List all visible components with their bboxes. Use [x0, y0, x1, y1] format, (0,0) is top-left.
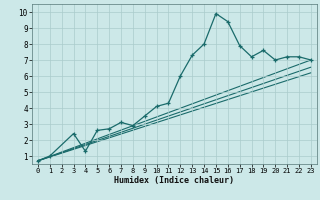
X-axis label: Humidex (Indice chaleur): Humidex (Indice chaleur): [115, 176, 234, 185]
